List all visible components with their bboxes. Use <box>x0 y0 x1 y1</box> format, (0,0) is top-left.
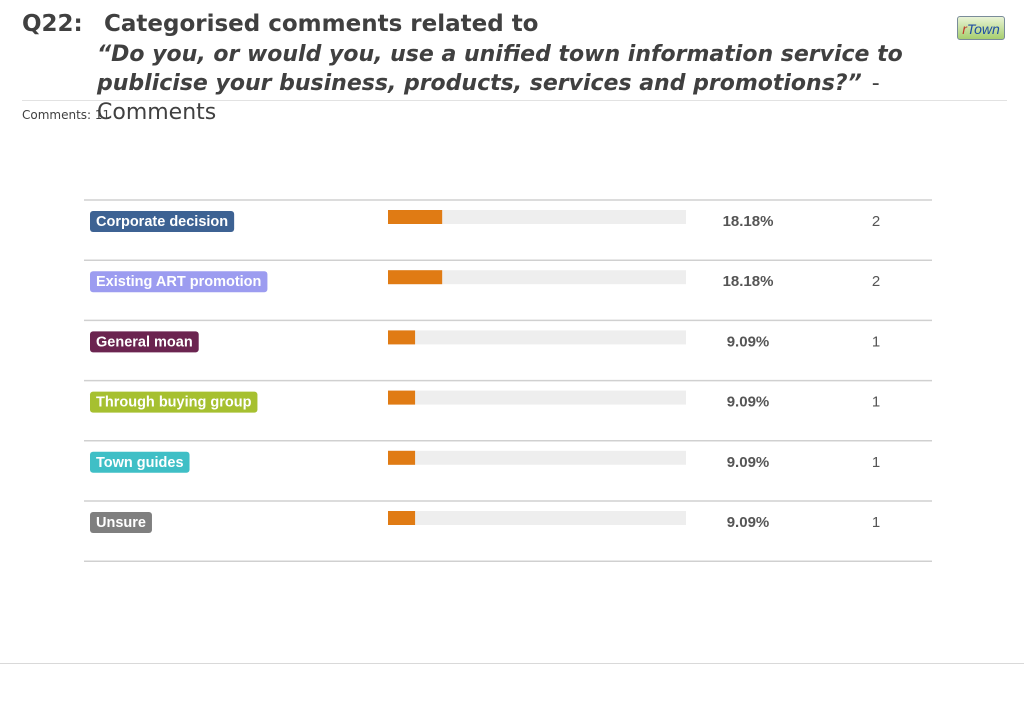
question-suffix: - Comments <box>97 71 880 125</box>
bar-3 <box>388 390 416 405</box>
percent-label-0: 18.18% <box>723 213 774 230</box>
percent-label-3: 9.09% <box>727 394 770 411</box>
category-pill-4 <box>90 451 190 473</box>
category-pill-5 <box>90 512 152 533</box>
category-label-3: Through buying group <box>96 395 252 411</box>
category-label-5: Unsure <box>96 515 146 531</box>
category-label-4: Town guides <box>96 455 184 471</box>
header-divider <box>22 100 1007 101</box>
rtown-logo[interactable]: rTown <box>957 16 1005 40</box>
percent-label-2: 9.09% <box>727 333 770 350</box>
bar-0 <box>388 210 443 224</box>
category-label-0: Corporate decision <box>96 214 228 230</box>
question-quote: “Do you, or would you, use a unified tow… <box>97 42 903 96</box>
category-pill-1 <box>90 271 268 293</box>
category-pill-3 <box>90 391 258 413</box>
bar-track-5 <box>388 511 686 525</box>
count-label-1: 2 <box>872 273 880 290</box>
logo-text: Town <box>966 21 1000 37</box>
bar-track-3 <box>388 390 686 405</box>
category-pill-2 <box>90 331 199 353</box>
bar-track-1 <box>388 270 686 285</box>
bar-track-0 <box>388 210 686 224</box>
percent-label-4: 9.09% <box>727 454 770 471</box>
bar-track-4 <box>388 450 686 465</box>
footer-divider <box>0 663 1024 664</box>
count-label-2: 1 <box>872 333 880 350</box>
category-label-1: Existing ART promotion <box>96 274 261 290</box>
bar-1 <box>388 270 443 285</box>
question-text: “Do you, or would you, use a unified tow… <box>97 40 957 127</box>
percent-label-1: 18.18% <box>723 273 774 290</box>
count-label-0: 2 <box>872 213 880 230</box>
category-pill-0 <box>90 211 235 232</box>
bar-5 <box>388 511 416 525</box>
question-number: Q22: <box>22 11 83 37</box>
bar-track-2 <box>388 330 686 345</box>
count-label-4: 1 <box>872 454 880 471</box>
count-label-3: 1 <box>872 394 880 411</box>
page-title: Categorised comments related to <box>104 11 539 37</box>
comments-count: Comments: 11 <box>22 108 111 122</box>
percent-label-5: 9.09% <box>727 514 770 531</box>
count-label-5: 1 <box>872 514 880 531</box>
header: Q22: Categorised comments related to “Do… <box>0 0 1024 125</box>
category-label-2: General moan <box>96 334 193 350</box>
bar-4 <box>388 450 416 465</box>
bar-2 <box>388 330 416 345</box>
logo-prefix: r <box>962 21 967 37</box>
